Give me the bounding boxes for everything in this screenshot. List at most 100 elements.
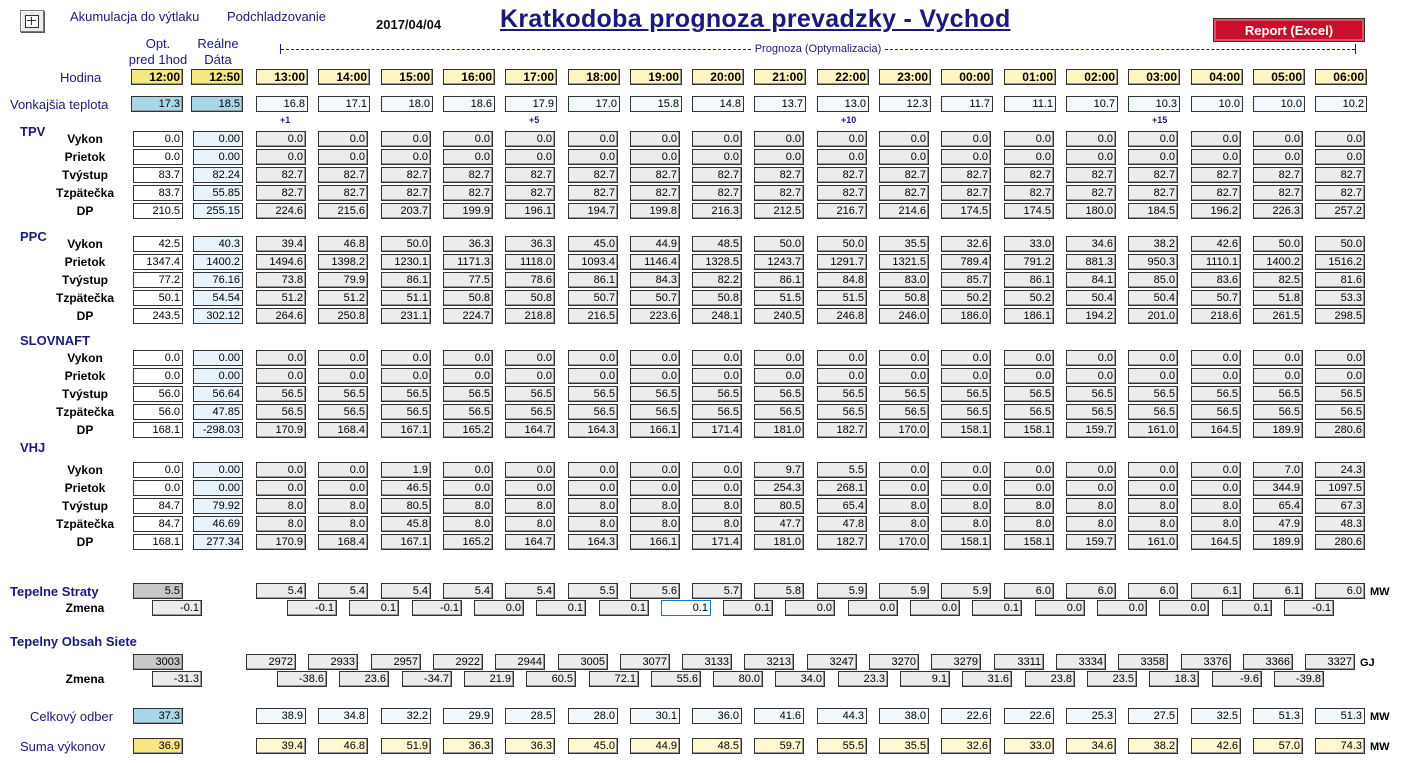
forecast-cell[interactable]: 51.1 bbox=[381, 290, 431, 306]
forecast-cell[interactable]: 189.9 bbox=[1253, 534, 1303, 550]
forecast-cell[interactable]: 0.0 bbox=[941, 480, 991, 496]
forecast-cell[interactable]: 82.7 bbox=[1004, 167, 1054, 183]
power-sum-cell[interactable]: 36.3 bbox=[443, 738, 493, 754]
forecast-cell[interactable]: 8.0 bbox=[443, 516, 493, 532]
forecast-cell[interactable]: 82.7 bbox=[1253, 167, 1303, 183]
total-demand-cell[interactable]: 22.6 bbox=[941, 708, 991, 724]
forecast-cell[interactable]: 0.0 bbox=[1191, 131, 1241, 147]
forecast-cell[interactable]: 199.9 bbox=[443, 203, 493, 219]
forecast-cell[interactable]: 168.4 bbox=[318, 534, 368, 550]
forecast-cell[interactable]: 0.0 bbox=[692, 368, 742, 384]
forecast-cell[interactable]: 216.3 bbox=[692, 203, 742, 219]
forecast-cell[interactable]: 56.5 bbox=[505, 404, 555, 420]
heat-loss-change-cell[interactable]: 0.1 bbox=[1222, 600, 1272, 616]
forecast-cell[interactable]: 44.9 bbox=[630, 236, 680, 252]
temperature-cell[interactable]: 18.6 bbox=[443, 96, 495, 112]
forecast-cell[interactable]: 0.0 bbox=[505, 480, 555, 496]
forecast-cell[interactable]: 0.0 bbox=[692, 131, 742, 147]
forecast-cell[interactable]: 0.0 bbox=[630, 149, 680, 165]
forecast-cell[interactable]: 8.0 bbox=[879, 498, 929, 514]
forecast-cell[interactable]: 0.0 bbox=[381, 368, 431, 384]
forecast-cell[interactable]: 82.7 bbox=[817, 167, 867, 183]
temperature-cell[interactable]: 11.7 bbox=[941, 96, 993, 112]
podchladzovanie-link[interactable]: Podchladzovanie bbox=[227, 9, 327, 24]
forecast-cell[interactable]: 8.0 bbox=[1004, 516, 1054, 532]
forecast-cell[interactable]: 34.6 bbox=[1066, 236, 1116, 252]
forecast-cell[interactable]: 82.7 bbox=[1253, 185, 1303, 201]
forecast-cell[interactable]: 50.7 bbox=[630, 290, 680, 306]
forecast-cell[interactable]: 0.0 bbox=[754, 368, 804, 384]
forecast-cell[interactable]: 53.3 bbox=[1315, 290, 1365, 306]
forecast-cell[interactable]: 0.0 bbox=[692, 149, 742, 165]
forecast-cell[interactable]: 56.5 bbox=[443, 404, 493, 420]
heat-content-change-cell[interactable]: 60.5 bbox=[526, 671, 576, 687]
total-demand-cell[interactable]: 36.0 bbox=[692, 708, 742, 724]
heat-loss-cell[interactable]: 5.4 bbox=[381, 583, 431, 599]
total-demand-cell[interactable]: 51.3 bbox=[1253, 708, 1303, 724]
forecast-cell[interactable]: 56.5 bbox=[630, 404, 680, 420]
forecast-cell[interactable]: 8.0 bbox=[692, 516, 742, 532]
forecast-cell[interactable]: 184.5 bbox=[1128, 203, 1178, 219]
forecast-cell[interactable]: 0.0 bbox=[1128, 480, 1178, 496]
heat-content-cell[interactable]: 3358 bbox=[1118, 654, 1168, 670]
forecast-cell[interactable]: 56.5 bbox=[879, 386, 929, 402]
heat-content-cell[interactable]: 2972 bbox=[246, 654, 296, 670]
forecast-cell[interactable]: 82.7 bbox=[1004, 185, 1054, 201]
forecast-cell[interactable]: 82.7 bbox=[1066, 185, 1116, 201]
forecast-cell[interactable]: 85.7 bbox=[941, 272, 991, 288]
forecast-cell[interactable]: 0.0 bbox=[318, 462, 368, 478]
forecast-cell[interactable]: 0.0 bbox=[443, 149, 493, 165]
heat-loss-change-cell[interactable]: 0.1 bbox=[349, 600, 399, 616]
total-demand-cell[interactable]: 38.9 bbox=[256, 708, 306, 724]
forecast-cell[interactable]: 246.0 bbox=[879, 308, 929, 324]
forecast-cell[interactable]: 165.2 bbox=[443, 422, 493, 438]
heat-loss-change-cell[interactable]: 0.1 bbox=[661, 600, 711, 616]
forecast-cell[interactable]: 56.5 bbox=[1191, 386, 1241, 402]
forecast-cell[interactable]: 50.4 bbox=[1128, 290, 1178, 306]
forecast-cell[interactable]: 8.0 bbox=[630, 516, 680, 532]
forecast-cell[interactable]: 82.7 bbox=[879, 185, 929, 201]
forecast-cell[interactable]: 194.7 bbox=[568, 203, 618, 219]
forecast-cell[interactable]: 0.0 bbox=[505, 462, 555, 478]
forecast-cell[interactable]: 0.0 bbox=[1191, 462, 1241, 478]
power-sum-cell[interactable]: 35.5 bbox=[879, 738, 929, 754]
forecast-cell[interactable]: 216.7 bbox=[817, 203, 867, 219]
forecast-cell[interactable]: 181.0 bbox=[754, 534, 804, 550]
forecast-cell[interactable]: 212.5 bbox=[754, 203, 804, 219]
forecast-cell[interactable]: 8.0 bbox=[941, 516, 991, 532]
forecast-cell[interactable]: 50.2 bbox=[1004, 290, 1054, 306]
forecast-cell[interactable]: 1093.4 bbox=[568, 254, 618, 270]
forecast-cell[interactable]: 0.0 bbox=[754, 131, 804, 147]
forecast-cell[interactable]: 166.1 bbox=[630, 422, 680, 438]
forecast-cell[interactable]: 82.7 bbox=[568, 167, 618, 183]
forecast-cell[interactable]: 167.1 bbox=[381, 534, 431, 550]
forecast-cell[interactable]: 35.5 bbox=[879, 236, 929, 252]
forecast-cell[interactable]: 194.2 bbox=[1066, 308, 1116, 324]
forecast-cell[interactable]: 82.7 bbox=[817, 185, 867, 201]
total-demand-cell[interactable]: 34.8 bbox=[318, 708, 368, 724]
forecast-cell[interactable]: 0.0 bbox=[1253, 368, 1303, 384]
forecast-cell[interactable]: 0.0 bbox=[817, 131, 867, 147]
forecast-cell[interactable]: 48.3 bbox=[1315, 516, 1365, 532]
forecast-cell[interactable]: 8.0 bbox=[692, 498, 742, 514]
forecast-cell[interactable]: 158.1 bbox=[1004, 422, 1054, 438]
forecast-cell[interactable]: 50.8 bbox=[692, 290, 742, 306]
forecast-cell[interactable]: 171.4 bbox=[692, 534, 742, 550]
forecast-cell[interactable]: 0.0 bbox=[1066, 480, 1116, 496]
forecast-cell[interactable]: 65.4 bbox=[1253, 498, 1303, 514]
total-demand-cell[interactable]: 22.6 bbox=[1004, 708, 1054, 724]
forecast-cell[interactable]: 56.5 bbox=[1253, 386, 1303, 402]
forecast-cell[interactable]: 218.8 bbox=[505, 308, 555, 324]
forecast-cell[interactable]: 33.0 bbox=[1004, 236, 1054, 252]
temperature-cell[interactable]: 16.8 bbox=[256, 96, 308, 112]
heat-loss-cell[interactable]: 5.9 bbox=[879, 583, 929, 599]
forecast-cell[interactable]: 47.7 bbox=[754, 516, 804, 532]
forecast-cell[interactable]: 0.0 bbox=[318, 131, 368, 147]
forecast-cell[interactable]: 56.5 bbox=[381, 404, 431, 420]
forecast-cell[interactable]: 8.0 bbox=[568, 498, 618, 514]
forecast-cell[interactable]: 1.9 bbox=[381, 462, 431, 478]
forecast-cell[interactable]: 82.7 bbox=[1191, 185, 1241, 201]
total-demand-cell[interactable]: 30.1 bbox=[630, 708, 680, 724]
forecast-cell[interactable]: 0.0 bbox=[505, 131, 555, 147]
forecast-cell[interactable]: 181.0 bbox=[754, 422, 804, 438]
